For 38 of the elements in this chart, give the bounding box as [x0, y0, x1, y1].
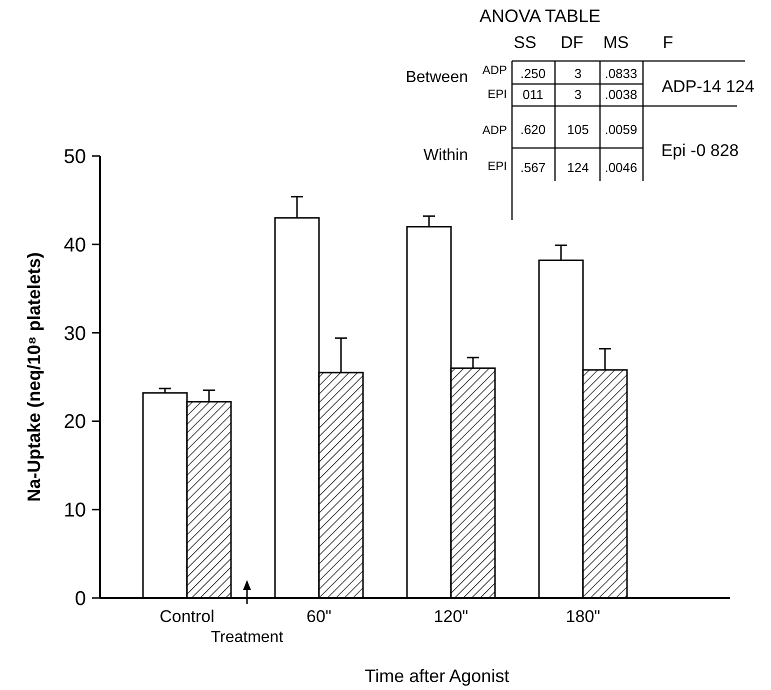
text: ADP [482, 123, 507, 137]
text: DF [560, 33, 584, 52]
y-tick-label: 0 [74, 588, 86, 610]
text: MS [603, 33, 629, 52]
x-tick-label: 120" [434, 607, 468, 626]
y-tick-label: 10 [64, 500, 86, 522]
text: ADP-14 124 [662, 77, 754, 96]
text: 105 [567, 122, 589, 137]
annotation: Epi -0 828 [661, 141, 739, 160]
text: SS [514, 33, 536, 52]
text: EPI [488, 87, 507, 101]
text: .250 [520, 66, 546, 81]
text: Treatment [210, 629, 284, 646]
y-axis-title: Na-Uptake (neq/10⁸ platelets) [24, 252, 44, 502]
text: .0038 [604, 87, 638, 102]
annotation: .567 [520, 160, 546, 175]
text: ADP [482, 63, 507, 77]
text: .0833 [604, 66, 638, 81]
annotation: Within [424, 147, 468, 164]
text: Between [406, 69, 468, 86]
y-tick-label: 20 [64, 411, 86, 434]
text: .620 [520, 122, 546, 137]
y-tick-label: 50 [64, 146, 86, 168]
text: ANOVA TABLE [479, 6, 601, 26]
text: 3 [574, 66, 582, 81]
annotation: EPI [488, 159, 507, 173]
x-tick-label: Control [160, 607, 214, 626]
text: 3 [574, 87, 582, 102]
y-tick-label: 30 [64, 322, 86, 345]
text: .0059 [604, 122, 638, 137]
text: 011 [522, 87, 544, 102]
annotation: .0046 [604, 160, 638, 175]
x-tick-label: 180" [566, 607, 600, 626]
y-tick-label: 40 [64, 234, 86, 256]
x-axis-title: Time after Agonist [364, 666, 510, 686]
x-tick-label: 60" [306, 607, 332, 626]
text: F [662, 33, 674, 52]
annotation: 124 [567, 160, 589, 175]
